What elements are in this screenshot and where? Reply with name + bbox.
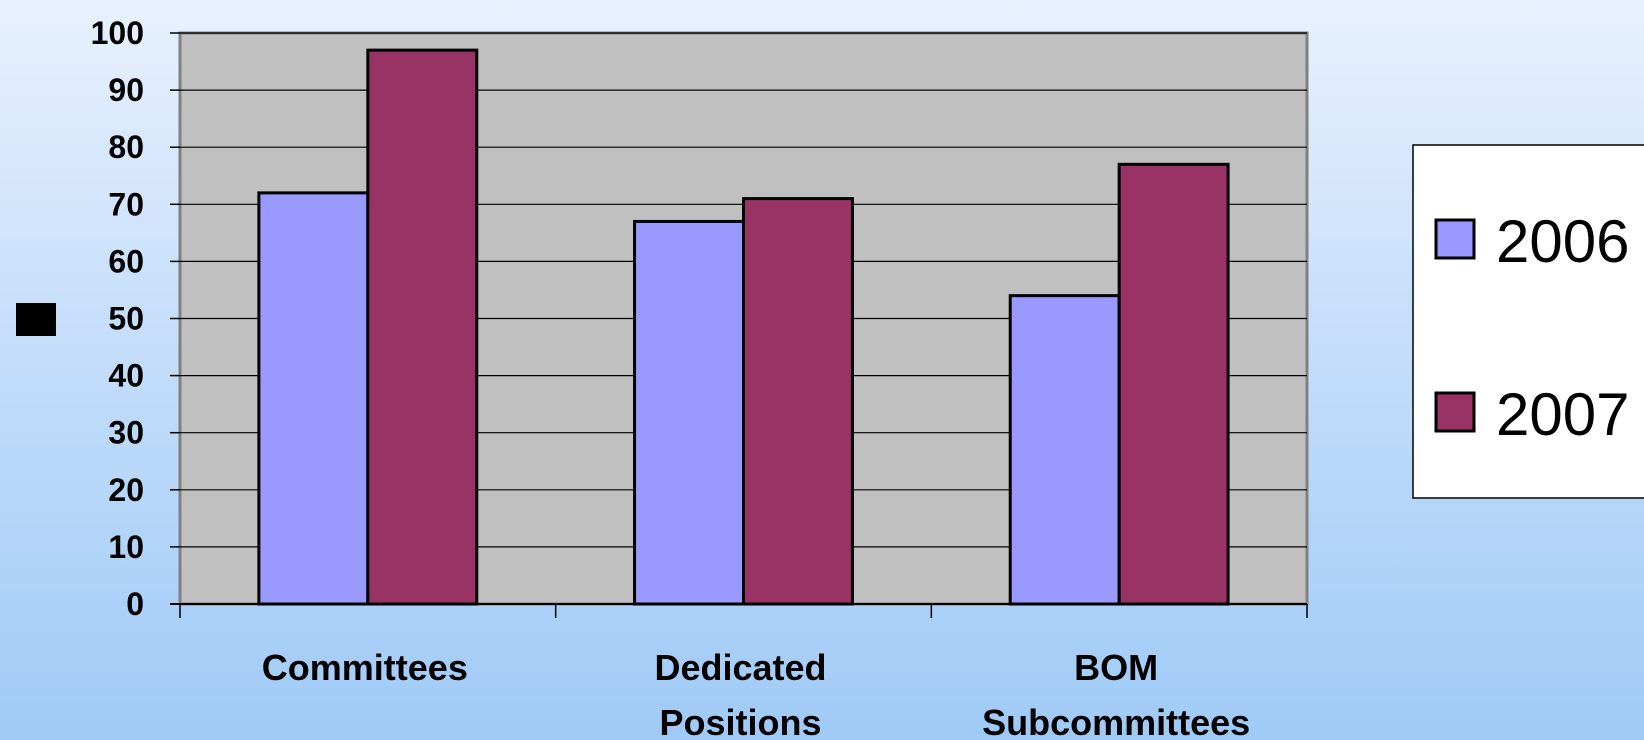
y-tick-label: 0 <box>126 586 144 622</box>
bar-2006-0 <box>257 191 370 606</box>
y-tick-label: 20 <box>108 472 144 508</box>
y-axis: 0 10 20 30 40 50 60 70 80 90 100 <box>16 15 180 622</box>
y-tick-label: 10 <box>108 529 144 565</box>
y-tick-label: 50 <box>108 301 144 337</box>
bar-2007-0 <box>366 48 479 606</box>
y-tick-label: 80 <box>108 129 144 165</box>
x-axis: Committees Dedicated Positions BOM Subcommit… <box>262 647 1250 740</box>
x-category-label: Committees <box>262 647 468 688</box>
x-category-label: BOM <box>1074 647 1158 688</box>
plot-area <box>170 31 1309 618</box>
y-tick-label: 30 <box>108 415 144 451</box>
bar-2007-2 <box>1117 162 1230 606</box>
y-tick-label: 60 <box>108 243 144 279</box>
y-tick-label: 70 <box>108 186 144 222</box>
y-tick-label: 90 <box>108 72 144 108</box>
axis-title-marker <box>16 303 56 336</box>
bar-2007-1 <box>742 197 854 606</box>
x-category-label: Subcommittees <box>982 702 1250 740</box>
x-category-label: Dedicated <box>654 647 826 688</box>
bar-2006-2 <box>1008 294 1121 606</box>
bar-2006-1 <box>633 219 745 606</box>
legend-swatch-2007 <box>1434 391 1476 433</box>
legend-label-2006: 2006 <box>1496 208 1629 275</box>
legend-box <box>1412 144 1644 499</box>
y-tick-label: 40 <box>108 358 144 394</box>
legend: 2006 2007 <box>1412 144 1644 499</box>
legend-swatch-2006 <box>1434 218 1476 260</box>
x-category-label: Positions <box>659 702 821 740</box>
legend-label-2007: 2007 <box>1496 381 1629 448</box>
y-tick-label: 100 <box>91 15 144 51</box>
